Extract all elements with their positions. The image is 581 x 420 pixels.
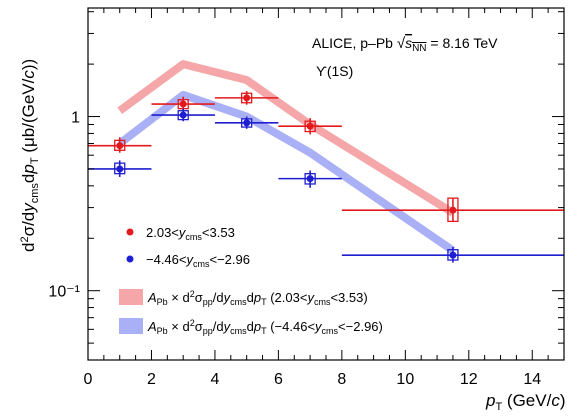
systematic-box (177, 110, 189, 121)
marker (116, 142, 124, 150)
legend-entry-bwd-data: −4.46<ycms<−2.96 (126, 252, 250, 269)
marker (116, 165, 124, 173)
systematic-box (114, 162, 126, 175)
x-axis: 0 2 4 6 8 10 12 14 (84, 8, 565, 388)
systematic-box (447, 249, 459, 261)
data-point (214, 91, 279, 105)
systematic-box (304, 172, 316, 185)
marker (179, 111, 187, 119)
data-point (88, 137, 152, 153)
data-point (214, 116, 279, 129)
x-tick-label: 6 (274, 371, 283, 388)
systematic-box (304, 120, 316, 133)
model-band-1 (117, 60, 456, 217)
x-tick-label: 10 (396, 371, 414, 388)
y-tick-label: 1 (71, 110, 80, 127)
legend-entry-fwd-data: 2.03<ycms<3.53 (126, 225, 235, 242)
model-bands (117, 60, 456, 254)
svg-text:2.03<ycms<3.53: 2.03<ycms<3.53 (146, 225, 235, 242)
x-axis-title: pT (GeV/c) (485, 391, 566, 413)
systematic-box (241, 92, 253, 104)
x-tick-label: 0 (84, 371, 93, 388)
data-point (88, 160, 152, 177)
marker (306, 175, 314, 183)
x-tick-label: 12 (460, 371, 478, 388)
marker (179, 100, 187, 108)
systematic-box (241, 118, 253, 128)
legend: 2.03<ycms<3.53 −4.46<ycms<−2.96 APb × d2… (119, 225, 383, 336)
plot-frame (87, 7, 565, 361)
x-tick-label: 8 (337, 371, 346, 388)
legend-entry-fwd-band: APb × d2σpp/dycmsdpT (2.03<ycms<3.53) (119, 289, 368, 307)
legend-entry-bwd-band: APb × d2σpp/dycmsdpT (−4.46<ycms<−2.96) (119, 318, 383, 336)
particle-label: ϒ(1S) (316, 63, 353, 79)
y-tick-label: 10⁻¹ (48, 284, 80, 301)
svg-text:−4.46<ycms<−2.96: −4.46<ycms<−2.96 (146, 252, 250, 269)
systematic-box (447, 197, 459, 223)
data-point (278, 118, 342, 135)
x-tick-label: 2 (147, 371, 156, 388)
marker (449, 206, 457, 214)
marker (449, 251, 457, 259)
y-axis: 10⁻¹ 1 (48, 11, 564, 361)
systematic-box (114, 139, 126, 151)
svg-text:APb × d2σpp/dycmsdpT (2.03<ycm: APb × d2σpp/dycmsdpT (2.03<ycms<3.53) (147, 289, 368, 307)
data-points (88, 91, 564, 263)
svg-text:APb × d2σpp/dycmsdpT (−4.46<yc: APb × d2σpp/dycmsdpT (−4.46<ycms<−2.96) (147, 318, 383, 336)
marker (243, 119, 251, 127)
experiment-label: ALICE, p–Pb √sNN = 8.16 TeV (312, 35, 498, 54)
x-tick-label: 4 (210, 371, 219, 388)
data-point (151, 108, 215, 122)
x-tick-label: 14 (523, 371, 541, 388)
marker (306, 122, 314, 130)
data-point (341, 197, 564, 223)
data-point (278, 170, 342, 188)
data-point (341, 247, 564, 263)
y-axis-title: d2σ/dycmsdpT (μb/(GeV/c)) (19, 59, 41, 252)
marker (243, 94, 251, 102)
